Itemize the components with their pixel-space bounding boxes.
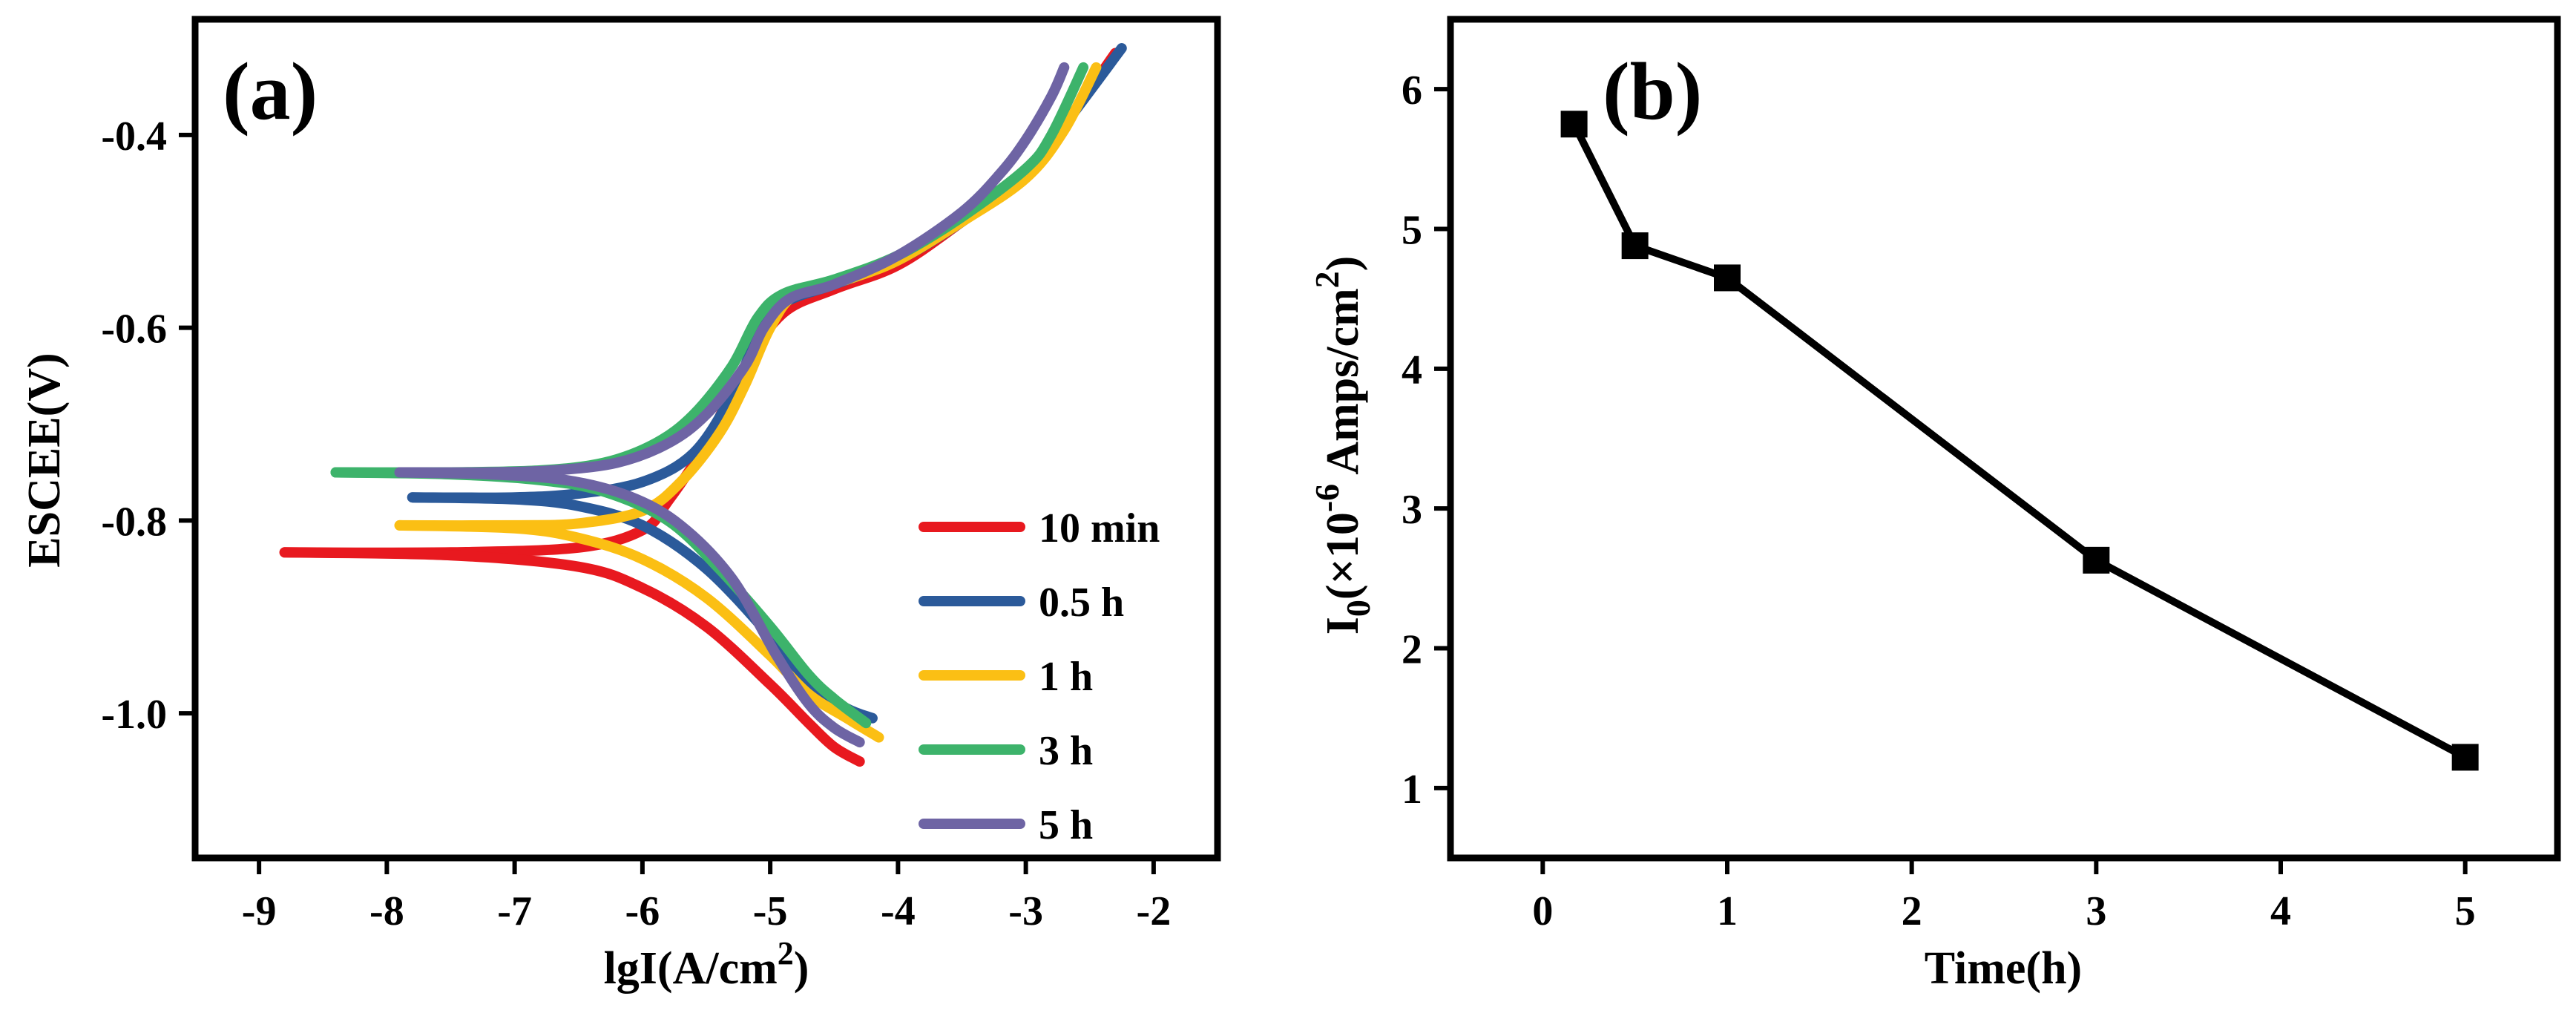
panel-a-y-axis-title: ESCEE(V) (19, 353, 70, 567)
x-tick-label: 5 (2455, 888, 2476, 934)
panel-a-series-group (279, 43, 1127, 767)
panel-b-current-vs-time-chart: 0 1 2 3 4 5 1 2 3 4 5 6 (b) Time(h) I0(×10-6 Amps/… (1308, 16, 2561, 994)
panel-a-y-ticks: -0.4 -0.6 -0.8 -1.0 (101, 114, 195, 738)
data-point-marker (2083, 546, 2110, 574)
panel-b-label: (b) (1603, 46, 1702, 137)
series-2-anodic-curve (394, 62, 1102, 531)
y-tick-label: -1.0 (101, 692, 167, 738)
x-tick-label: -8 (369, 888, 404, 934)
panel-a-polarization-chart: -9 -8 -7 -6 -5 -4 -3 -2 -0.4 -0.6 -0.8 -1.0 (a) lg… (19, 16, 1221, 994)
y-tick-label: 3 (1402, 487, 1422, 533)
series-4-anodic-curve (394, 62, 1070, 478)
panel-b-x-ticks: 0 1 2 3 4 5 (1532, 858, 2476, 934)
y-tick-label: 1 (1402, 767, 1422, 813)
x-tick-label: 4 (2270, 888, 2291, 934)
series-4-cathodic-curve (394, 467, 865, 748)
series-2-cathodic-curve (394, 520, 884, 743)
x-tick-label: -9 (242, 888, 277, 934)
x-tick-label: 2 (1902, 888, 1922, 934)
legend-label-0: 10 min (1039, 505, 1160, 551)
x-tick-label: 3 (2086, 888, 2106, 934)
legend-label-4: 5 h (1039, 802, 1093, 848)
current-series-line (1571, 122, 2468, 761)
x-tick-label: -3 (1008, 888, 1043, 934)
y-tick-label: -0.8 (101, 499, 167, 545)
panel-b-plot-frame (1447, 16, 2561, 862)
panel-a-legend: 10 min 0.5 h 1 h 3 h 5 h (919, 505, 1160, 848)
x-tick-label: -4 (881, 888, 916, 934)
panel-b-y-ticks: 1 2 3 4 5 6 (1402, 68, 1450, 813)
x-tick-label: -6 (625, 888, 660, 934)
data-point-marker (1714, 264, 1741, 292)
series-0-cathodic-curve (279, 547, 865, 767)
data-point-marker (2451, 744, 2479, 771)
data-point-marker (1621, 232, 1649, 260)
panel-a-plot-frame (191, 16, 1221, 862)
y-tick-label: -0.4 (101, 114, 167, 160)
y-tick-label: 2 (1402, 627, 1422, 673)
y-tick-label: 4 (1402, 347, 1422, 393)
y-tick-label: -0.6 (101, 307, 167, 353)
x-tick-label: -7 (497, 888, 532, 934)
legend-label-2: 1 h (1039, 654, 1093, 700)
y-tick-label: 5 (1402, 208, 1422, 254)
panel-a-x-ticks: -9 -8 -7 -6 -5 -4 -3 -2 (242, 858, 1171, 934)
data-point-marker (1560, 111, 1588, 138)
x-tick-label: -5 (753, 888, 788, 934)
panel-a-x-axis-title: lgI(A/cm2) (604, 935, 809, 994)
series-1-anodic-curve (407, 43, 1127, 503)
legend-label-1: 0.5 h (1039, 580, 1124, 626)
x-tick-label: 1 (1717, 888, 1738, 934)
panel-a-label: (a) (223, 46, 318, 137)
x-tick-label: -2 (1137, 888, 1172, 934)
x-tick-label: 0 (1532, 888, 1553, 934)
panel-b-y-axis-title: I0(×10-6 Amps/cm2) (1308, 256, 1377, 635)
legend-label-3: 3 h (1039, 728, 1093, 774)
y-tick-label: 6 (1402, 68, 1422, 114)
panel-b-x-axis-title: Time(h) (1925, 943, 2082, 994)
panel-b-series-line (1560, 111, 2479, 771)
